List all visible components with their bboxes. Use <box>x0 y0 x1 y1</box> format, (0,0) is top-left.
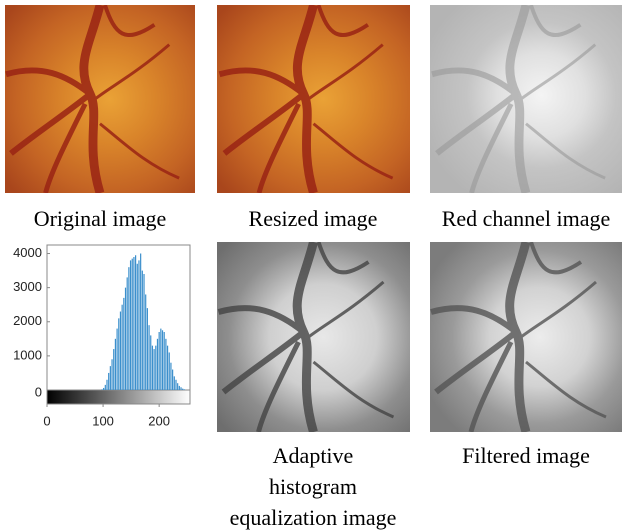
x-tick-label: 100 <box>92 413 114 428</box>
x-tick-label: 0 <box>43 413 50 428</box>
y-tick-label: 0 <box>35 384 42 399</box>
y-tick-label: 2000 <box>13 313 42 328</box>
caption: equalization image <box>230 505 397 530</box>
colorbar <box>47 390 190 404</box>
caption: Adaptive <box>273 443 354 468</box>
y-tick-label: 1000 <box>13 347 42 362</box>
image-resized <box>217 5 410 193</box>
image-red-channel <box>430 5 622 193</box>
caption: Resized image <box>249 206 378 231</box>
caption: Filtered image <box>462 443 590 468</box>
figure: Original image Resized image Red channel… <box>0 0 628 531</box>
image-original <box>5 5 195 193</box>
caption: Red channel image <box>442 206 611 231</box>
histogram: 0 1000 2000 3000 4000 0 100 200 <box>13 245 190 428</box>
image-ahe <box>217 242 410 432</box>
image-filtered <box>430 242 622 432</box>
y-tick-label: 4000 <box>13 245 42 260</box>
caption: histogram <box>269 474 357 499</box>
y-tick-label: 3000 <box>13 279 42 294</box>
x-tick-label: 200 <box>148 413 170 428</box>
caption: Original image <box>34 206 167 231</box>
